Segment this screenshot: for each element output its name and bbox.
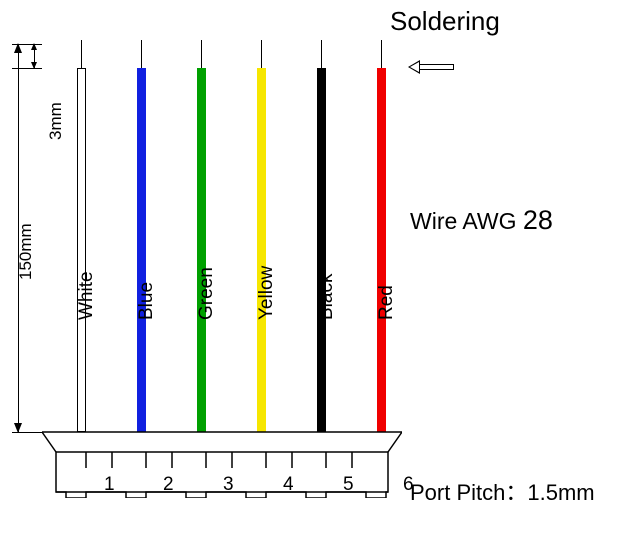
wire-lead-1 xyxy=(81,40,82,68)
port-number-2: 2 xyxy=(163,474,174,528)
wire-lead-5 xyxy=(321,40,322,68)
wire-4 xyxy=(257,68,266,432)
wire-awg-prefix: Wire AWG xyxy=(410,208,523,234)
wire-lead-2 xyxy=(141,40,142,68)
wire-awg-number: 28 xyxy=(523,205,553,235)
dim-label-150mm: 150mm xyxy=(16,223,36,280)
soldering-label: Soldering xyxy=(390,6,500,37)
wire-3 xyxy=(197,68,206,432)
dim-label-3mm: 3mm xyxy=(46,102,66,140)
wire-6 xyxy=(377,68,386,432)
wire-5 xyxy=(317,68,326,432)
wire-label-4: Yellow xyxy=(256,266,278,320)
wire-lead-4 xyxy=(261,40,262,68)
wire-awg-label: Wire AWG 28 xyxy=(410,205,553,236)
soldering-arrow-icon xyxy=(408,62,454,72)
diagram-stage: 150mm 3mm Soldering Wire AWG 28 White Blu… xyxy=(0,0,638,534)
port-number-4: 4 xyxy=(283,474,294,528)
wire-2 xyxy=(137,68,146,432)
wire-label-2: Blue xyxy=(136,282,158,320)
wire-lead-3 xyxy=(201,40,202,68)
port-number-1: 1 xyxy=(104,474,115,528)
port-number-5: 5 xyxy=(343,474,354,528)
dim-tick-mid xyxy=(12,68,42,69)
dim-line-3mm xyxy=(34,44,35,68)
wire-1 xyxy=(77,68,86,432)
port-number-3: 3 xyxy=(223,474,234,528)
wire-label-1: White xyxy=(76,271,98,320)
port-pitch-label: Port Pitch：1.5mm xyxy=(410,475,595,507)
wire-label-6: Red xyxy=(376,285,398,320)
wire-label-5: Black xyxy=(316,274,338,320)
wire-label-3: Green xyxy=(196,267,218,320)
wire-lead-6 xyxy=(381,40,382,68)
